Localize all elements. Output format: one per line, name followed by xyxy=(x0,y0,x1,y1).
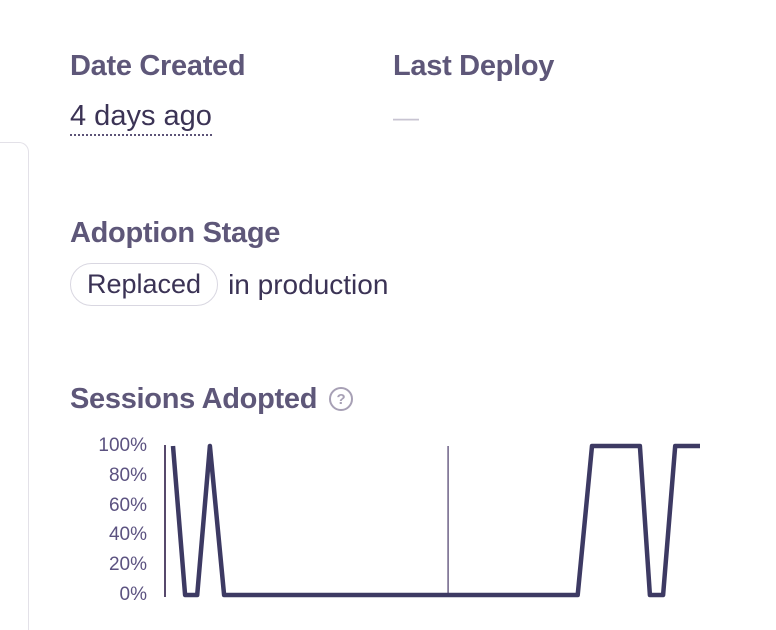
adoption-stage-suffix: in production xyxy=(228,268,389,300)
y-axis-tick-label: 60% xyxy=(108,494,147,516)
y-axis-tick-label: 0% xyxy=(119,583,147,605)
adoption-stage-label: Adoption Stage xyxy=(70,217,281,249)
y-axis-tick-label: 20% xyxy=(108,554,147,576)
date-created-label: Date Created xyxy=(70,50,246,82)
help-icon[interactable]: ? xyxy=(329,387,354,411)
y-axis-tick-label: 80% xyxy=(108,464,147,486)
sessions-adopted-header: Sessions Adopted ? xyxy=(70,381,354,417)
y-axis-tick-label: 40% xyxy=(108,524,147,546)
date-created-value[interactable]: 4 days ago xyxy=(70,100,212,136)
y-axis-labels: 100% 80% 60% 40% 20% 0% xyxy=(70,436,147,605)
sessions-adopted-chart[interactable] xyxy=(160,438,720,604)
last-deploy-value: — xyxy=(393,102,419,132)
adoption-stage-row: Replaced in production xyxy=(70,263,388,306)
adoption-stage-badge: Replaced xyxy=(70,263,219,306)
last-deploy-label: Last Deploy xyxy=(393,50,555,82)
sessions-line-series xyxy=(170,443,700,598)
sessions-adopted-label: Sessions Adopted xyxy=(70,383,318,415)
y-axis-tick-label: 100% xyxy=(98,435,147,456)
date-created-field: 4 days ago xyxy=(70,98,212,136)
card-border xyxy=(0,142,29,630)
